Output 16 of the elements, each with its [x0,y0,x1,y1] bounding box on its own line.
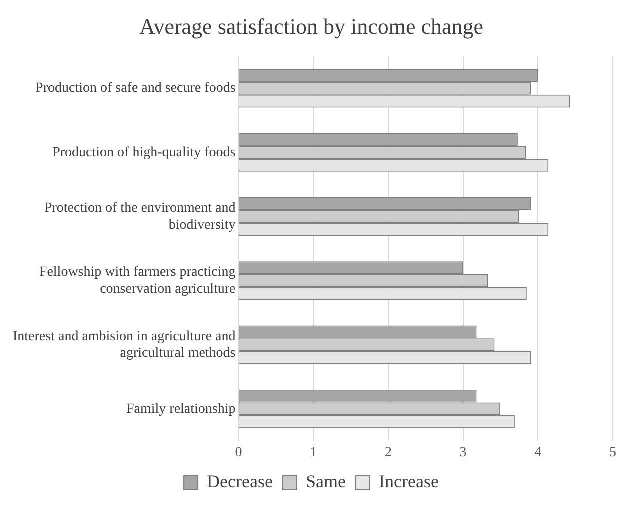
x-tick-label: 1 [310,445,318,460]
x-tick-label: 5 [610,445,616,460]
x-tick-label: 4 [534,445,542,460]
legend-label: Increase [378,472,439,492]
y-tick-label: Protection of the environment and biodiversity [44,201,236,233]
chart-title: Average satisfaction by income change [139,14,484,39]
legend-label: Decrease [207,472,274,492]
x-tick-label: 3 [460,445,467,460]
y-tick-label: Family relationship [126,402,236,417]
legend-label: Same [306,472,346,492]
x-tick-label: 2 [384,445,392,460]
y-tick-label: Fellowship with farmers practicing conservation agriculture [39,265,236,297]
y-tick-label: Production of high-quality foods [52,145,236,160]
y-tick-label: Interest and ambision in agriculture and agricultural methods [12,329,236,362]
x-tick-label: 0 [235,445,242,460]
y-tick-label: Production of safe and secure foods [36,81,236,96]
